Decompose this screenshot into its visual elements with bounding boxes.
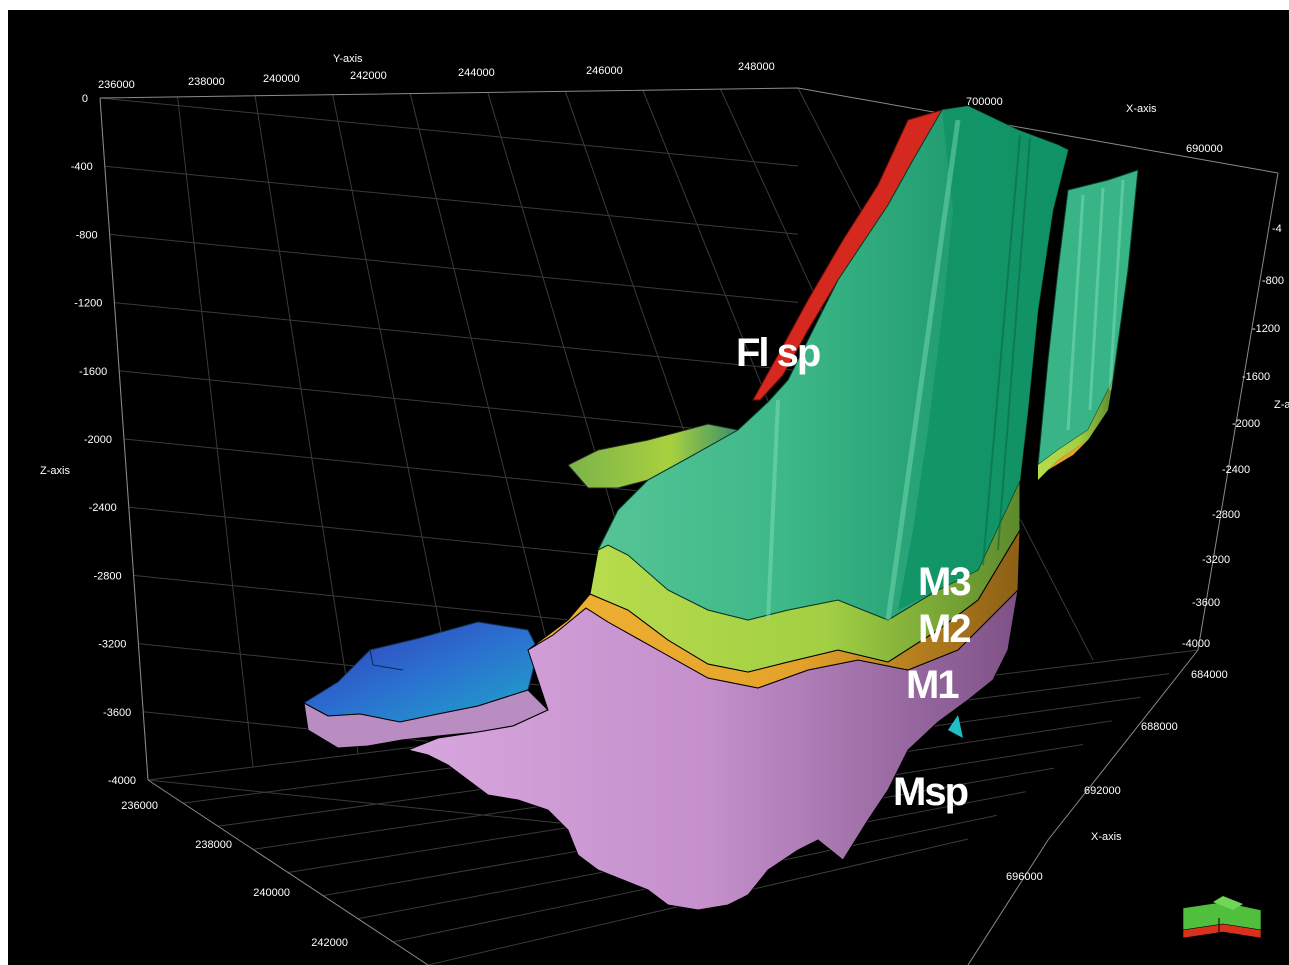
- x-top-tick-label: 690000: [1186, 143, 1223, 155]
- y-top-tick-label: 236000: [98, 79, 135, 91]
- z-right-tick-label: -2800: [1212, 509, 1240, 521]
- axis-labels: Y-axis X-axis Z-axis Z-a X-axis: [40, 53, 1289, 843]
- box-edges: [99, 87, 1279, 965]
- y-bottom-tick-label: 238000: [195, 839, 232, 851]
- vertical-grid-line: [177, 96, 254, 767]
- y-bottom-tick-label: 242000: [311, 937, 348, 949]
- y-axis-title-top: Y-axis: [333, 53, 363, 65]
- z-left-tick-label: -3600: [103, 707, 131, 719]
- label-m1: M1: [906, 663, 959, 707]
- x-bottom-tick-label: 696000: [1006, 871, 1043, 883]
- unit-labels: Fl sp M3 M2 M1 Msp: [736, 331, 972, 814]
- geologic-3d-model[interactable]: 236000 238000 240000 242000 244000 246000 2480…: [8, 10, 1289, 965]
- y-bottom-tick-label: 236000: [121, 800, 158, 812]
- y-top-tick-label: 240000: [263, 73, 300, 85]
- z-right-tick-label: -2400: [1222, 464, 1250, 476]
- y-top-tick-label: 238000: [188, 76, 225, 88]
- z-grid-line: [114, 302, 799, 372]
- label-fl-sp: Fl sp: [736, 331, 820, 375]
- x-bottom-tick-label: 688000: [1141, 721, 1178, 733]
- z-right-tick-label: -1200: [1252, 323, 1280, 335]
- basal-surface: [303, 621, 549, 749]
- label-m2: M2: [918, 607, 970, 651]
- y-top-tick-label: 242000: [350, 70, 387, 82]
- small-surface-fragment: [948, 715, 963, 738]
- z-right-tick-label: -800: [1262, 275, 1284, 287]
- tick-labels: 236000 238000 240000 242000 244000 246000 2480…: [71, 61, 1284, 949]
- viewport-3d[interactable]: 236000 238000 240000 242000 244000 246000 2480…: [8, 10, 1289, 965]
- label-msp: Msp: [893, 770, 968, 814]
- z-grid-line: [104, 165, 799, 235]
- vertical-grid-line: [409, 93, 569, 727]
- vertical-grid-line: [254, 95, 359, 754]
- z-left-tick-label: 0: [82, 93, 88, 105]
- orientation-cube-icon[interactable]: [1182, 896, 1262, 939]
- z-right-tick-label: -2000: [1232, 418, 1260, 430]
- y-top-tick-label: 244000: [458, 67, 495, 79]
- y-top-tick-label: 246000: [586, 65, 623, 77]
- x-axis-title-top: X-axis: [1126, 103, 1157, 115]
- x-axis-title-bottom: X-axis: [1091, 831, 1122, 843]
- x-bottom-tick-label: 692000: [1084, 785, 1121, 797]
- z-left-tick-label: -400: [71, 161, 93, 173]
- z-left-tick-label: -3200: [98, 639, 126, 651]
- y-top-tick-label: 248000: [738, 61, 775, 73]
- z-axis-title-left: Z-axis: [40, 465, 70, 477]
- z-axis-title-right: Z-a: [1274, 399, 1289, 411]
- z-right-tick-label: -3600: [1192, 597, 1220, 609]
- x-bottom-tick-label: 684000: [1191, 669, 1228, 681]
- z-right-tick-label: -1600: [1242, 371, 1270, 383]
- z-grid-line: [119, 370, 799, 440]
- z-left-tick-label: -4000: [108, 775, 136, 787]
- z-left-tick-label: -1600: [79, 366, 107, 378]
- unit-m3: [596, 105, 1069, 621]
- z-right-tick-label: -3200: [1202, 554, 1230, 566]
- z-left-tick-label: -1200: [74, 298, 102, 310]
- label-m3: M3: [918, 560, 970, 604]
- z-left-tick-label: -2800: [93, 570, 121, 582]
- right-slab: [1037, 169, 1139, 480]
- z-left-tick-label: -800: [76, 229, 98, 241]
- z-left-tick-label: -2000: [84, 434, 112, 446]
- y-bottom-tick-label: 240000: [253, 887, 290, 899]
- z-left-tick-label: -2400: [89, 502, 117, 514]
- z-right-tick-label: -4000: [1182, 638, 1210, 650]
- x-top-tick-label: 700000: [966, 96, 1003, 108]
- z-grid-line: [99, 97, 799, 167]
- z-right-tick-label: -4: [1272, 223, 1282, 235]
